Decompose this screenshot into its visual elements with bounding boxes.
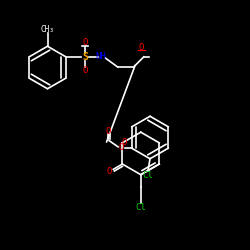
Text: O: O [107,167,112,176]
Text: O: O [138,43,144,52]
Text: O: O [118,143,124,152]
Text: O: O [121,138,126,147]
Text: NH: NH [96,52,106,61]
Text: Cl: Cl [142,170,153,179]
Text: CH₃: CH₃ [40,25,54,34]
Text: O: O [82,66,88,75]
Text: Cl: Cl [136,204,146,212]
Text: O: O [82,38,88,48]
Text: O: O [105,126,110,136]
Text: S: S [82,52,88,62]
